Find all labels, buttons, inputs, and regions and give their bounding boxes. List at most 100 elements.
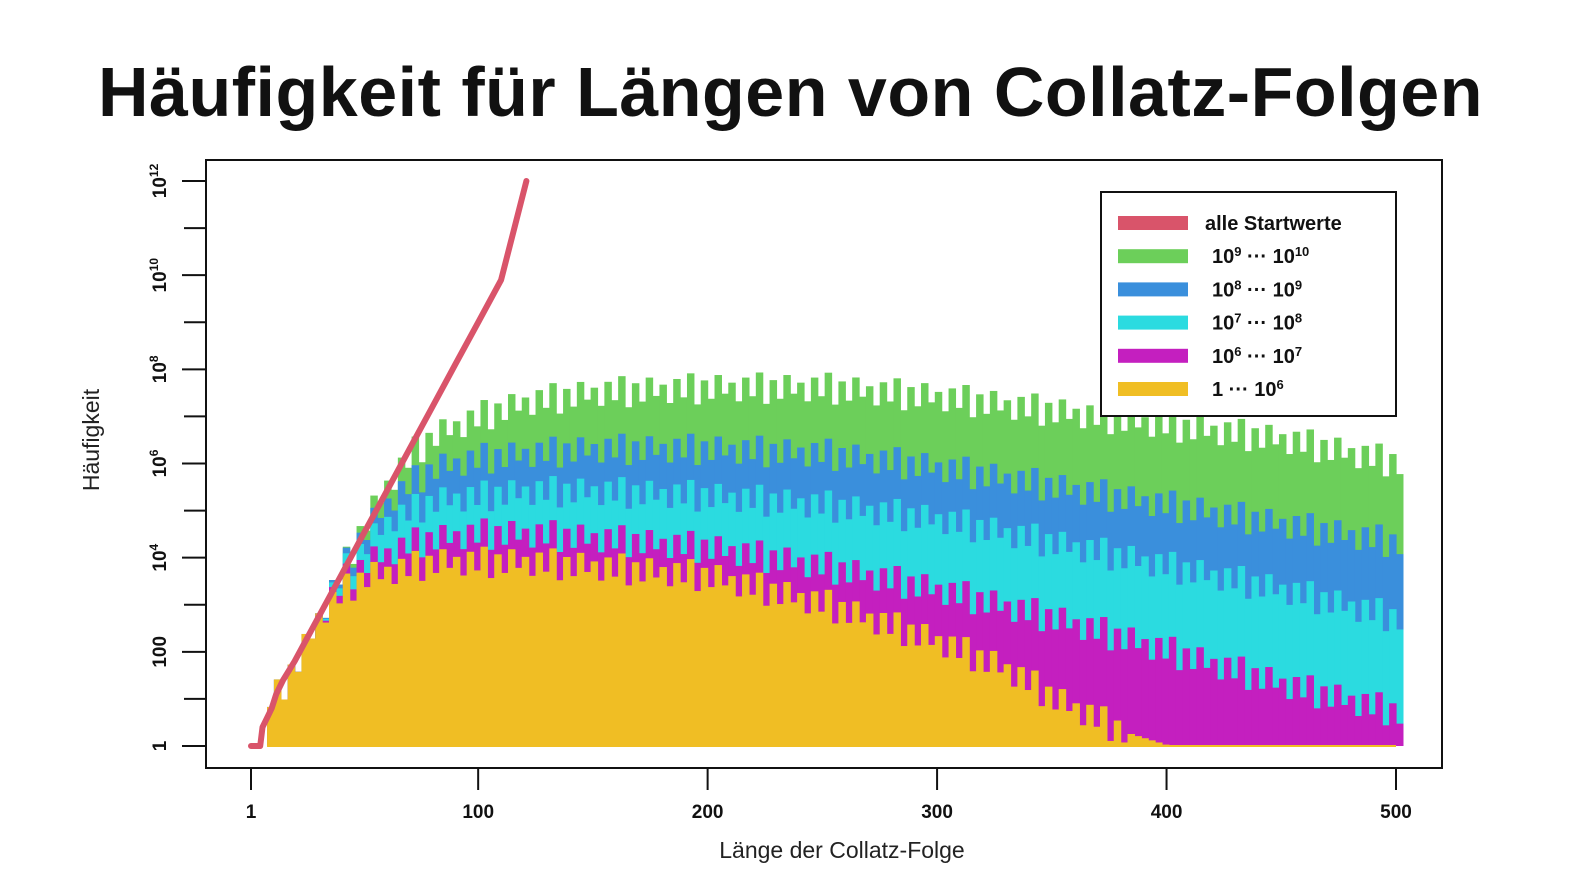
bar [1327, 612, 1335, 746]
chart-title: Häufigkeit für Längen von Collatz-Folgen [98, 53, 1483, 131]
bar [728, 576, 736, 746]
bar [301, 633, 309, 746]
x-axis-label: Länge der Collatz-Folge [719, 837, 964, 863]
legend-label: 1 ··· 106 [1212, 377, 1284, 401]
bar [631, 562, 640, 746]
bar [921, 624, 929, 746]
bar [1155, 637, 1163, 746]
bar [1347, 601, 1356, 746]
bar [452, 556, 461, 746]
bar [1396, 723, 1404, 746]
bar [810, 591, 819, 746]
bar [397, 558, 406, 746]
bar [287, 664, 296, 746]
legend-swatch [1118, 216, 1188, 230]
bar [1155, 742, 1163, 746]
bar [280, 699, 289, 746]
bar [1361, 693, 1370, 746]
bar [1375, 598, 1383, 746]
bar [673, 563, 681, 746]
bar [1258, 688, 1266, 746]
bar [590, 561, 599, 746]
bar [1251, 668, 1259, 746]
bar [893, 612, 901, 746]
bar [714, 565, 722, 746]
bar [1299, 697, 1308, 746]
bar [1368, 714, 1376, 746]
bar [1272, 594, 1280, 746]
legend-swatch [1118, 382, 1188, 396]
bar [1044, 609, 1053, 746]
bar [645, 558, 654, 746]
bar [907, 624, 915, 746]
bar [1223, 568, 1232, 746]
bar [1237, 656, 1246, 746]
bar [1175, 584, 1184, 746]
legend: alle Startwerte 109 ··· 1010 108 ··· 109 10… [1100, 191, 1397, 417]
bar [1072, 619, 1080, 746]
bar [1347, 695, 1356, 746]
bar [267, 706, 275, 746]
bar [1382, 725, 1390, 746]
bar [1210, 570, 1218, 746]
bar [700, 567, 709, 746]
bar [1189, 669, 1197, 746]
bar [707, 587, 716, 746]
bar [1065, 711, 1074, 746]
bar [1072, 703, 1080, 746]
bar [748, 594, 757, 746]
y-tick-label: 108 [147, 355, 171, 383]
bar [439, 549, 447, 746]
bar [342, 573, 351, 746]
bar [1058, 607, 1067, 746]
bar [1334, 590, 1342, 746]
bar [824, 589, 833, 746]
bar [1278, 678, 1287, 746]
bar [1361, 599, 1370, 746]
bar [852, 601, 860, 746]
bar [329, 591, 337, 746]
bar [1313, 614, 1321, 746]
bar [1106, 740, 1115, 746]
bar [1086, 704, 1094, 746]
bar [735, 596, 743, 746]
bar [1148, 659, 1156, 746]
bar [1051, 629, 1060, 746]
bar [1313, 708, 1321, 746]
bar [1340, 610, 1349, 746]
bar [1196, 647, 1204, 746]
bar [1217, 679, 1225, 746]
bar [494, 554, 502, 746]
bar [1292, 677, 1301, 746]
bar [294, 671, 303, 746]
bar [962, 637, 970, 746]
y-tick-label: 104 [147, 543, 171, 571]
bar [1244, 689, 1253, 746]
bar [652, 577, 661, 746]
bar [1375, 692, 1383, 746]
bar [1223, 657, 1232, 746]
y-tick-label: 106 [147, 449, 171, 477]
y-tick-label: 100 [150, 636, 171, 668]
bar [1203, 667, 1211, 746]
x-tick-label: 300 [921, 802, 953, 823]
line-layer [248, 178, 530, 749]
bar [1134, 648, 1142, 746]
bar [542, 571, 550, 746]
bar [838, 601, 846, 746]
y-tick-label: 1012 [147, 163, 171, 198]
bar [384, 566, 392, 746]
bar [390, 583, 399, 746]
bar [549, 548, 557, 746]
series-line-0 [248, 178, 530, 749]
bar [432, 572, 440, 746]
bar [1320, 592, 1328, 746]
bar [831, 623, 840, 746]
bar [666, 586, 674, 746]
bar [790, 602, 798, 746]
bar [1285, 604, 1294, 746]
legend-label: 108 ··· 109 [1212, 277, 1302, 301]
bar [1168, 636, 1177, 746]
bar [1017, 667, 1025, 746]
bar [535, 552, 544, 746]
